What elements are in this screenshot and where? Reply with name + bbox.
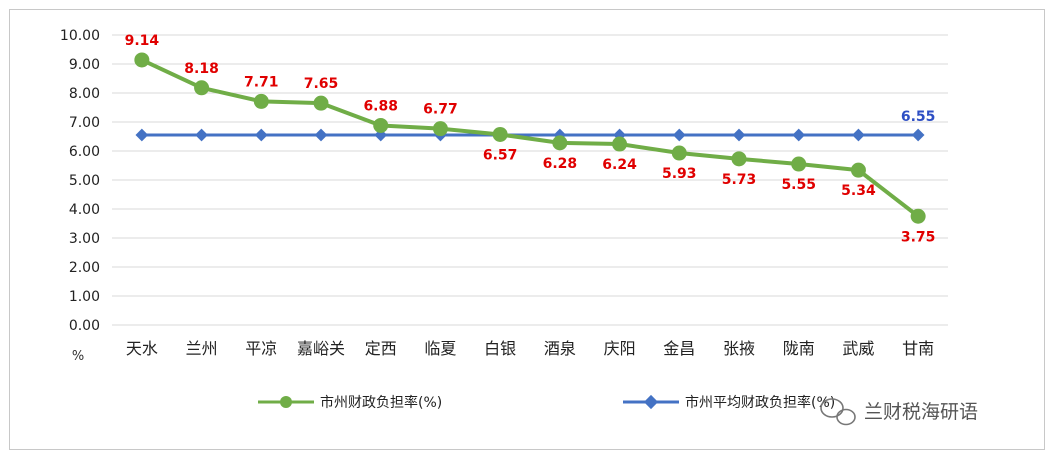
- main-data-label: 6.88: [363, 98, 398, 114]
- main-series-point: [194, 80, 210, 96]
- average-series-marker: [911, 128, 925, 142]
- main-series-point: [134, 52, 150, 68]
- main-data-label: 3.75: [901, 229, 936, 245]
- main-data-label: 6.24: [602, 157, 637, 173]
- y-axis-unit: %: [72, 349, 84, 364]
- wechat-icon: [820, 398, 856, 426]
- x-axis-categories: 天水 兰州 平凉 嘉峪关 定西 临夏 白银 酒泉 庆阳 金昌 张掖 陇南 武威 甘南: [126, 339, 934, 358]
- watermark-text: 兰财税海研语: [864, 401, 978, 423]
- main-data-label: 8.18: [184, 61, 219, 77]
- y-tick-label: 1.00: [69, 289, 100, 305]
- average-series-marker: [314, 128, 328, 142]
- y-axis-ticks: 0.00 1.00 2.00 3.00 4.00 5.00 6.00 7.00 8.00 9.00…: [60, 28, 100, 334]
- x-category-label: 天水: [126, 339, 158, 358]
- main-series-point: [313, 95, 329, 111]
- y-tick-label: 10.00: [60, 28, 100, 44]
- x-category-label: 张掖: [723, 339, 755, 358]
- x-category-label: 白银: [484, 339, 516, 358]
- average-series-marker: [792, 128, 806, 142]
- x-category-label: 定西: [365, 339, 397, 358]
- chart-frame: [9, 9, 1045, 450]
- data-labels: 9.14 8.18 7.71 7.65 6.88 6.77 6.57 6.28 6.24 5.93…: [125, 33, 936, 245]
- main-series-point: [612, 136, 628, 152]
- main-data-label: 6.28: [543, 156, 578, 172]
- main-data-label: 6.57: [483, 147, 518, 163]
- main-data-label: 5.34: [841, 183, 876, 199]
- main-series-line: [141, 58, 920, 218]
- x-category-label: 嘉峪关: [297, 339, 345, 358]
- y-tick-label: 3.00: [69, 231, 100, 247]
- main-series-point: [910, 208, 926, 224]
- main-data-label: 5.73: [722, 172, 757, 188]
- main-series-point: [552, 135, 568, 151]
- y-tick-label: 0.00: [69, 318, 100, 334]
- main-data-label: 7.65: [304, 76, 339, 92]
- x-category-label: 陇南: [783, 339, 815, 358]
- x-category-label: 平凉: [245, 339, 277, 358]
- main-series-point: [791, 156, 807, 172]
- y-tick-label: 6.00: [69, 144, 100, 160]
- x-category-label: 金昌: [663, 339, 695, 358]
- y-tick-label: 7.00: [69, 115, 100, 131]
- main-data-label: 9.14: [125, 33, 160, 49]
- y-tick-label: 5.00: [69, 173, 100, 189]
- y-tick-label: 2.00: [69, 260, 100, 276]
- x-category-label: 武威: [842, 339, 874, 358]
- average-series-marker: [852, 128, 865, 142]
- x-category-label: 甘南: [902, 339, 934, 358]
- x-category-label: 兰州: [186, 339, 218, 358]
- x-category-label: 临夏: [424, 339, 456, 358]
- average-data-label: 6.55: [901, 109, 936, 125]
- main-series-point: [671, 145, 687, 161]
- main-series-point: [850, 162, 866, 178]
- main-data-label: 6.77: [423, 102, 458, 118]
- average-series-marker: [195, 128, 208, 142]
- average-series-marker: [672, 128, 686, 142]
- main-data-label: 7.71: [244, 74, 279, 90]
- x-category-label: 庆阳: [604, 339, 636, 358]
- main-series-point: [731, 151, 747, 167]
- average-series-marker: [135, 128, 149, 142]
- main-data-label: 5.55: [781, 177, 816, 193]
- main-series-point: [432, 121, 448, 137]
- main-series-point: [492, 126, 508, 142]
- main-series: [134, 52, 926, 224]
- y-tick-label: 8.00: [69, 86, 100, 102]
- average-series-marker: [254, 128, 268, 142]
- x-category-label: 酒泉: [544, 339, 576, 358]
- gridlines: [112, 34, 948, 326]
- y-tick-label: 4.00: [69, 202, 100, 218]
- legend-swatch-avg-marker: [643, 394, 659, 410]
- main-series-point: [253, 93, 269, 109]
- main-series-point: [373, 117, 389, 133]
- legend-swatch-main-marker: [280, 396, 292, 408]
- y-tick-label: 9.00: [69, 57, 100, 73]
- average-series-marker: [732, 128, 746, 142]
- legend-label-main: 市州财政负担率(%): [320, 394, 442, 411]
- watermark: 兰财税海研语: [820, 397, 1022, 426]
- legend: 市州财政负担率(%) 市州平均财政负担率(%): [258, 394, 835, 411]
- main-data-label: 5.93: [662, 166, 697, 182]
- legend-label-avg: 市州平均财政负担率(%): [685, 394, 835, 411]
